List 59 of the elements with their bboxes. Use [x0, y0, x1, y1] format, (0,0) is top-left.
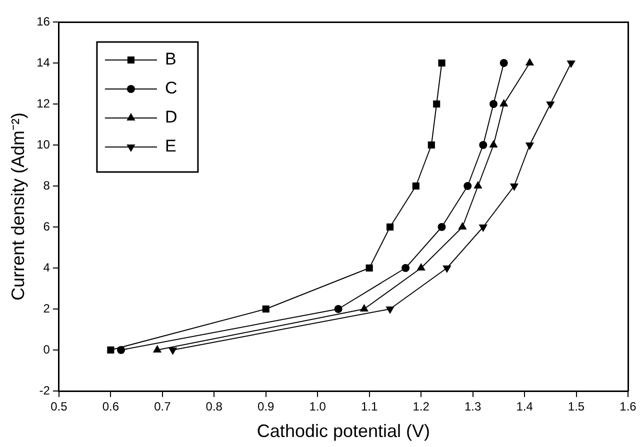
point	[428, 141, 435, 149]
x-tick-label: 1.6	[620, 400, 637, 414]
point	[386, 223, 394, 231]
point	[525, 142, 534, 150]
legend-label: E	[164, 136, 176, 156]
point	[438, 59, 446, 67]
point	[402, 264, 410, 272]
legend-label: B	[164, 50, 176, 69]
point	[566, 60, 576, 68]
legend-label: D	[164, 108, 178, 127]
point	[525, 58, 534, 66]
x-tick-label: 1.5	[568, 400, 585, 414]
x-tick-label: 1.0	[309, 400, 326, 414]
point	[546, 102, 555, 109]
y-tick-label: 12	[36, 96, 50, 110]
point	[442, 266, 452, 273]
point	[500, 59, 508, 67]
point	[479, 141, 488, 149]
point	[386, 306, 394, 314]
point	[107, 346, 114, 354]
y-tick-label: 2	[43, 301, 50, 316]
point	[464, 182, 472, 190]
x-tick-label: 0.5	[50, 400, 68, 414]
point	[489, 140, 498, 148]
y-tick-label: -2	[39, 383, 50, 398]
point	[458, 222, 467, 230]
point	[478, 224, 488, 232]
x-axis-title: Cathodic potential (V)	[256, 421, 430, 442]
point	[500, 99, 508, 106]
y-tick-label: 14	[36, 55, 50, 70]
x-tick-label: 0.8	[206, 400, 223, 414]
x-tick-label: 1.2	[412, 400, 430, 414]
y-axis-title: Current density (Adm⁻²)	[8, 112, 28, 301]
y-tick-label: 10	[36, 137, 50, 152]
legend-label: C	[164, 78, 178, 98]
point	[489, 100, 498, 108]
x-tick-label: 0.7	[154, 400, 172, 414]
y-tick-label: 6	[43, 219, 50, 234]
point	[262, 305, 270, 313]
point	[412, 182, 420, 190]
point	[168, 348, 178, 355]
x-tick-label: 1.1	[360, 400, 378, 414]
point	[474, 181, 482, 188]
x-tick-label: 0.9	[258, 400, 275, 414]
point	[510, 184, 519, 191]
y-tick-label: 8	[43, 178, 50, 192]
point	[152, 345, 162, 352]
point	[334, 305, 342, 313]
point	[438, 223, 446, 231]
x-tick-label: 1.3	[464, 400, 482, 414]
y-tick-label: 4	[43, 260, 50, 274]
y-tick-label: 16	[36, 14, 50, 28]
x-tick-label: 0.6	[102, 400, 120, 414]
x-tick-label: 1.4	[516, 400, 534, 414]
point	[433, 100, 440, 108]
point	[366, 264, 373, 272]
point	[416, 263, 426, 270]
point	[360, 304, 368, 312]
y-tick-label: 0	[43, 342, 50, 356]
